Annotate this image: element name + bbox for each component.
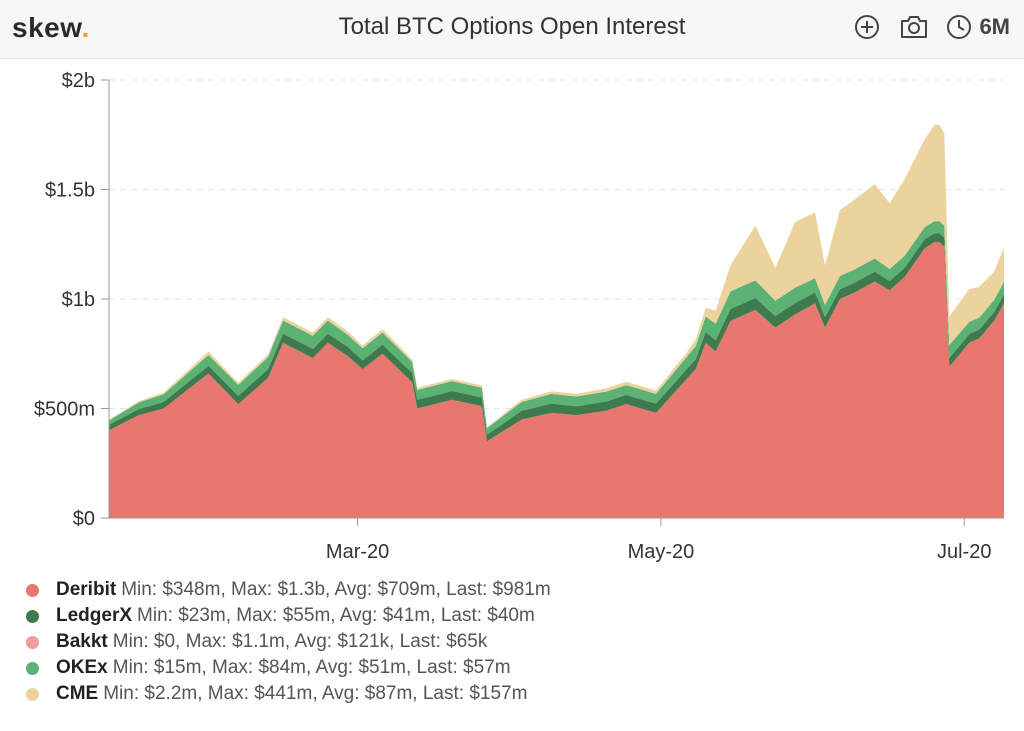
- x-tick-label: Jul-20: [937, 541, 991, 563]
- legend-series-name: CME: [56, 683, 99, 704]
- legend-series-name: LedgerX: [56, 605, 133, 626]
- legend-series-name: Deribit: [56, 579, 117, 600]
- legend-series-name: OKEx: [56, 657, 108, 678]
- y-tick-label: $500m: [34, 399, 95, 421]
- y-tick-label: $2b: [62, 70, 95, 92]
- y-tick-label: $0: [73, 508, 95, 530]
- camera-icon[interactable]: [899, 13, 928, 41]
- legend-series-stats: Min: $0, Max: $1.1m, Avg: $121k, Last: $…: [112, 631, 488, 652]
- legend-dot: [26, 687, 39, 701]
- legend-item-ledgerx[interactable]: LedgerX Min: $23m, Max: $55m, Avg: $41m, …: [26, 603, 551, 629]
- legend-dot: [26, 635, 39, 649]
- legend-series-stats: Min: $348m, Max: $1.3b, Avg: $709m, Last…: [121, 579, 551, 600]
- toolbar: 6M: [853, 13, 1010, 41]
- plus-circle-icon[interactable]: [853, 13, 881, 41]
- legend-series-stats: Min: $15m, Max: $84m, Avg: $51m, Last: $…: [112, 657, 511, 678]
- legend-series-stats: Min: $23m, Max: $55m, Avg: $41m, Last: $…: [137, 605, 535, 626]
- chart-legend: Deribit Min: $348m, Max: $1.3b, Avg: $709…: [26, 577, 551, 707]
- x-tick-label: May-20: [628, 541, 695, 563]
- legend-item-bakkt[interactable]: Bakkt Min: $0, Max: $1.1m, Avg: $121k, La…: [26, 629, 551, 655]
- stacked-area-chart: $0 $500m $1b $1.5b $2b Mar-20 May-20 Jul-20: [34, 70, 1004, 563]
- series-area-deribit: [109, 242, 1004, 518]
- legend-dot: [26, 583, 39, 597]
- legend-item-deribit[interactable]: Deribit Min: $348m, Max: $1.3b, Avg: $709…: [26, 577, 551, 603]
- legend-item-cme[interactable]: CME Min: $2.2m, Max: $441m, Avg: $87m, La…: [26, 681, 551, 707]
- legend-series-name: Bakkt: [56, 631, 108, 652]
- series-area-cme: [109, 124, 1004, 429]
- series-area-ledgerx: [109, 233, 1004, 442]
- legend-dot: [26, 661, 39, 675]
- logo-dot: .: [81, 12, 90, 43]
- legend-dot: [26, 609, 39, 623]
- logo-text: skew: [12, 12, 82, 43]
- legend-item-okex[interactable]: OKEx Min: $15m, Max: $84m, Avg: $51m, Las…: [26, 655, 551, 681]
- time-range-selector[interactable]: 6M: [945, 13, 1010, 41]
- legend-series-stats: Min: $2.2m, Max: $441m, Avg: $87m, Last:…: [103, 683, 528, 704]
- chart-title: Total BTC Options Open Interest: [338, 13, 686, 40]
- header-bar: skew. Total BTC Options Open Interest 6M: [0, 0, 1024, 59]
- skew-logo[interactable]: skew.: [12, 12, 90, 44]
- clock-icon: [945, 13, 973, 41]
- y-tick-label: $1b: [62, 289, 95, 311]
- series-area-okex: [109, 221, 1004, 435]
- time-range-label: 6M: [979, 14, 1010, 39]
- y-tick-label: $1.5b: [45, 180, 95, 202]
- x-tick-label: Mar-20: [326, 541, 389, 563]
